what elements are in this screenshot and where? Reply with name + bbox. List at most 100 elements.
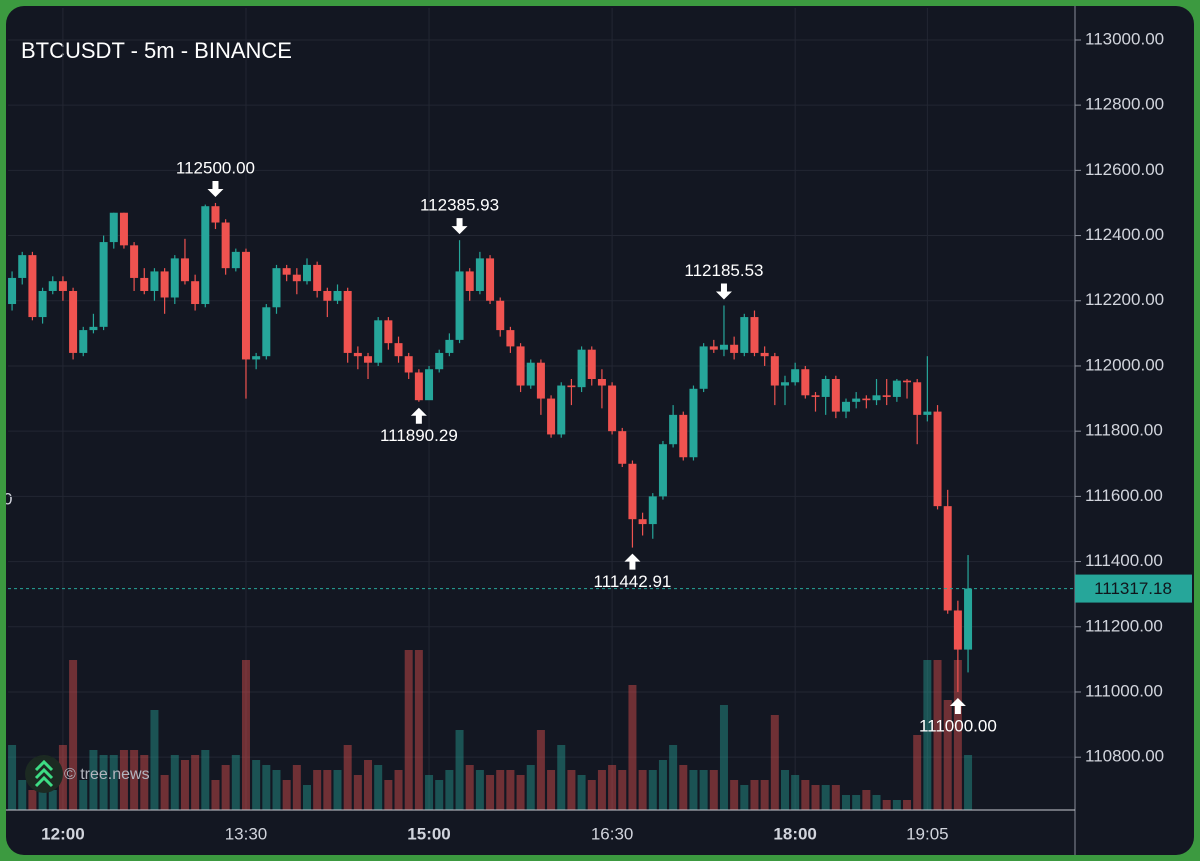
volume-bar bbox=[282, 780, 291, 810]
volume-bar bbox=[384, 780, 393, 810]
volume-bar bbox=[130, 750, 139, 810]
candle-body bbox=[140, 277, 149, 291]
volume-bar bbox=[740, 785, 749, 810]
y-tick-label: 112400.00 bbox=[1085, 225, 1164, 244]
candle-body bbox=[292, 274, 301, 282]
candle-body bbox=[302, 264, 311, 282]
candle-body bbox=[394, 343, 403, 357]
volume-bar bbox=[89, 750, 98, 810]
volume-bar bbox=[709, 770, 718, 810]
candle-body bbox=[191, 281, 200, 305]
candle-body bbox=[801, 369, 810, 396]
volume-bar bbox=[628, 685, 637, 810]
volume-bar bbox=[811, 785, 820, 810]
volume-bar bbox=[923, 660, 932, 810]
candle-body bbox=[28, 255, 37, 318]
volume-bar bbox=[770, 715, 779, 810]
candle-body bbox=[89, 326, 98, 331]
x-tick-label: 19:05 bbox=[906, 824, 949, 843]
volume-bar bbox=[750, 780, 759, 810]
volume-bar bbox=[831, 785, 840, 810]
volume-bar bbox=[252, 760, 261, 810]
y-tick-label: 110800.00 bbox=[1085, 747, 1164, 766]
candle-body bbox=[536, 362, 545, 399]
y-tick-label: 112200.00 bbox=[1085, 290, 1164, 309]
candle-body bbox=[689, 388, 698, 458]
candle-body bbox=[18, 255, 27, 278]
volume-bar bbox=[669, 745, 678, 810]
volume-bar bbox=[201, 750, 210, 810]
volume-bar bbox=[140, 755, 149, 810]
y-tick-label: 112600.00 bbox=[1085, 160, 1164, 179]
x-tick-label: 16:30 bbox=[591, 824, 634, 843]
candle-body bbox=[343, 290, 352, 353]
candle-body bbox=[486, 258, 495, 301]
candle-body bbox=[364, 356, 373, 363]
candle-body bbox=[587, 349, 596, 380]
volume-bar bbox=[587, 780, 596, 810]
candle-body bbox=[516, 346, 525, 386]
edge-label: 0 bbox=[6, 489, 12, 508]
candle-body bbox=[831, 379, 840, 412]
candle-body bbox=[658, 444, 667, 497]
volume-bar bbox=[526, 765, 535, 810]
y-tick-label: 111600.00 bbox=[1085, 486, 1163, 505]
volume-bar bbox=[821, 785, 830, 810]
candle-body bbox=[262, 307, 271, 357]
volume-bar bbox=[241, 660, 250, 810]
candle-body bbox=[455, 271, 464, 340]
candle-body bbox=[384, 320, 393, 344]
high-label: 112185.53 bbox=[684, 261, 763, 280]
volume-bar bbox=[862, 790, 871, 810]
y-tick-label: 111200.00 bbox=[1085, 616, 1163, 635]
volume-bar bbox=[658, 760, 667, 810]
candle-body bbox=[435, 352, 444, 370]
volume-bar bbox=[496, 770, 505, 810]
volume-bar bbox=[38, 790, 47, 810]
candle-body bbox=[780, 382, 789, 386]
candle-body bbox=[577, 349, 586, 388]
candle-body bbox=[892, 380, 901, 397]
volume-bar bbox=[597, 770, 606, 810]
candle-body bbox=[150, 271, 159, 291]
volume-bar bbox=[191, 755, 200, 810]
candle-body bbox=[638, 519, 647, 525]
volume-bar bbox=[913, 735, 922, 810]
candle-body bbox=[333, 290, 342, 301]
x-tick-label: 12:00 bbox=[41, 824, 84, 843]
volume-bar bbox=[425, 775, 434, 810]
candle-body bbox=[862, 398, 871, 401]
volume-bar bbox=[323, 770, 332, 810]
volume-bar bbox=[730, 780, 739, 810]
volume-bar bbox=[475, 770, 484, 810]
volume-bar bbox=[536, 730, 545, 810]
candle-body bbox=[913, 382, 922, 415]
volume-bar bbox=[791, 775, 800, 810]
volume-bar bbox=[292, 765, 301, 810]
candle-body bbox=[404, 356, 413, 373]
high-label: 112500.00 bbox=[176, 158, 255, 177]
candle-body bbox=[699, 346, 708, 389]
volume-bar bbox=[699, 770, 708, 810]
candle-body bbox=[282, 268, 291, 275]
volume-bar bbox=[689, 770, 698, 810]
candle-body bbox=[750, 317, 759, 353]
volume-bar bbox=[150, 710, 159, 810]
candle-body bbox=[99, 242, 108, 327]
volume-bar bbox=[567, 770, 576, 810]
candle-body bbox=[669, 414, 678, 445]
candle-body bbox=[496, 300, 505, 331]
volume-bar bbox=[445, 770, 454, 810]
volume-bar bbox=[211, 780, 220, 810]
candle-body bbox=[231, 251, 240, 269]
candle-body bbox=[618, 431, 627, 464]
candle-body bbox=[48, 281, 57, 291]
candle-body bbox=[842, 401, 851, 412]
volume-bar bbox=[608, 765, 617, 810]
volume-bar bbox=[903, 800, 912, 810]
candle-body bbox=[353, 352, 362, 357]
candle-body bbox=[760, 352, 769, 357]
candle-body bbox=[953, 610, 962, 650]
low-label: 111442.91 bbox=[594, 572, 672, 591]
last-price-label: 111317.18 bbox=[1094, 579, 1172, 598]
